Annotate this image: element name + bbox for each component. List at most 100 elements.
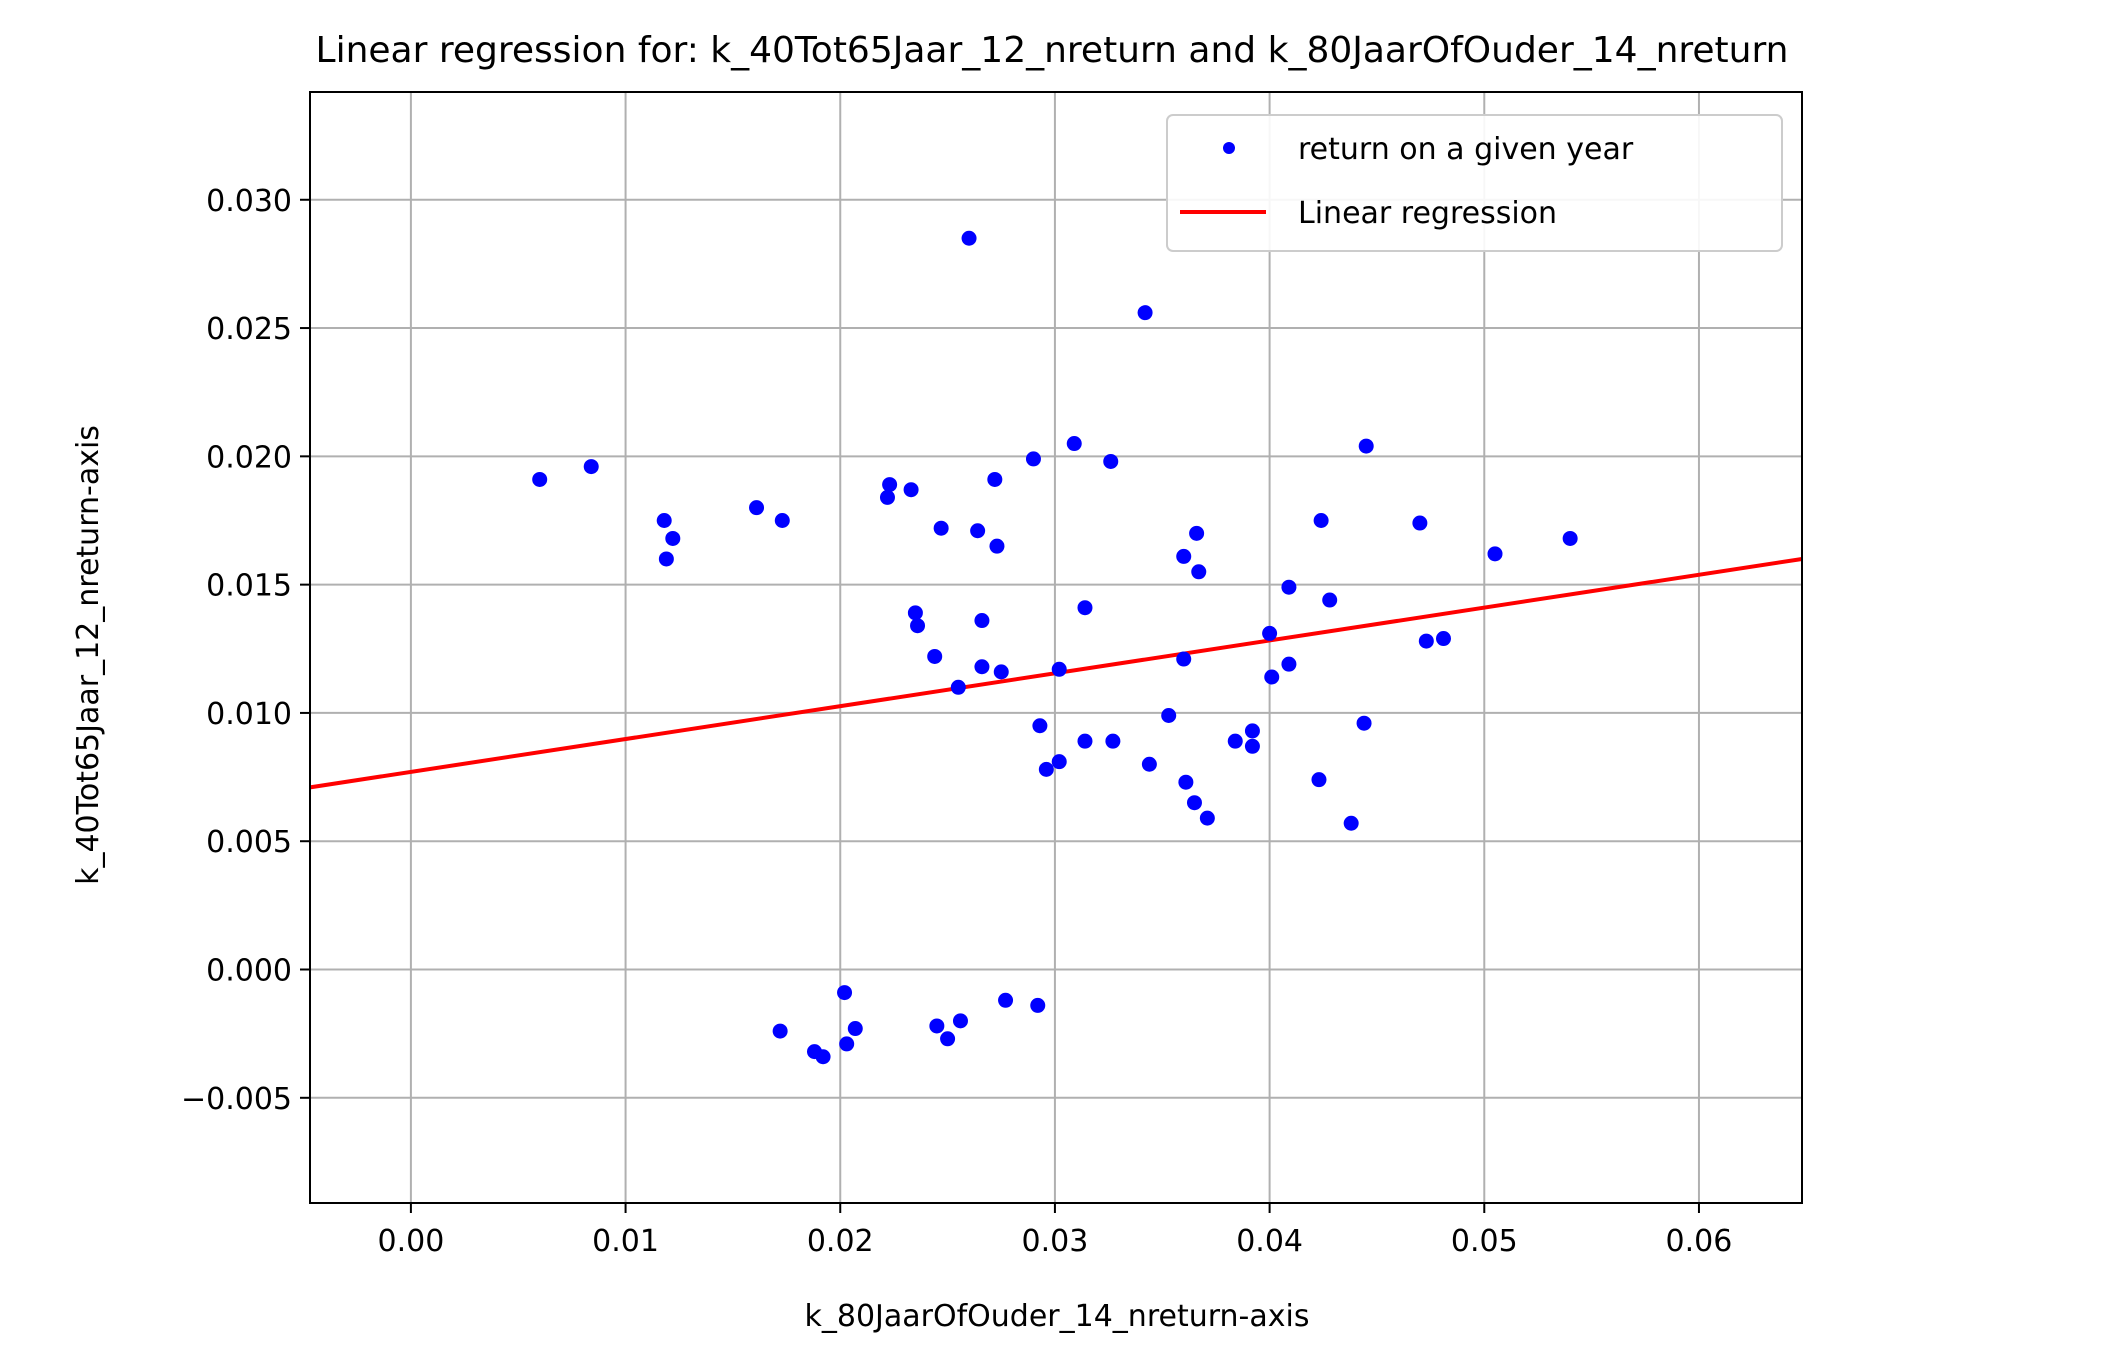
x-axis-label: k_80JaarOfOuder_14_nreturn-axis [805, 1299, 1310, 1334]
scatter-point [961, 230, 977, 246]
scatter-point [1562, 530, 1578, 546]
scatter-point [970, 523, 986, 539]
scatter-point [910, 618, 926, 634]
plot-frame [309, 91, 1803, 1204]
scatter-point [1051, 754, 1067, 770]
x-tick-label: 0.02 [807, 1224, 874, 1259]
legend-label-line: Linear regression [1298, 196, 1557, 231]
scatter-point [1141, 756, 1157, 772]
scatter-point [774, 512, 790, 528]
scatter-point [1343, 815, 1359, 831]
scatter-point [1262, 625, 1278, 641]
scatter-point [882, 477, 898, 493]
scatter-point [749, 500, 765, 516]
y-tick-label: 0.030 [206, 184, 292, 219]
scatter-point [1176, 651, 1192, 667]
scatter-point [1281, 579, 1297, 595]
x-tick-label: 0.04 [1236, 1224, 1303, 1259]
scatter-point [1137, 305, 1153, 321]
scatter-point [974, 613, 990, 629]
y-tick-label: 0.005 [206, 825, 292, 860]
scatter-point [1199, 810, 1215, 826]
scatter-point [940, 1031, 956, 1047]
scatter-point [1189, 525, 1205, 541]
scatter-point [1161, 707, 1177, 723]
scatter-point [532, 471, 548, 487]
chart-title: Linear regression for: k_40Tot65Jaar_12_… [316, 30, 1789, 71]
scatter-point [1244, 723, 1260, 739]
scatter-point [998, 992, 1014, 1008]
scatter-point [987, 471, 1003, 487]
legend-box [1166, 114, 1783, 252]
scatter-point [1032, 718, 1048, 734]
scatter-point [1412, 515, 1428, 531]
scatter-point [837, 985, 853, 1001]
scatter-point [993, 664, 1009, 680]
scatter-point [1066, 436, 1082, 452]
y-axis-ticks: −0.005 0.000 0.005 0.010 0.015 0.020 0.025 0.03… [181, 184, 310, 1117]
x-tick-label: 0.01 [592, 1224, 659, 1259]
scatter-point [1356, 715, 1372, 731]
scatter-point [1077, 600, 1093, 616]
scatter-point [1313, 512, 1329, 528]
y-tick-label: 0.000 [206, 954, 292, 989]
scatter-point [665, 530, 681, 546]
scatter-point [839, 1036, 855, 1052]
scatter-point [907, 605, 923, 621]
scatter-point [1186, 795, 1202, 811]
scatter-point [1077, 733, 1093, 749]
scatter-point [989, 538, 1005, 554]
scatter-point [658, 551, 674, 567]
legend: return on a given year Linear regression [1166, 114, 1783, 252]
grid-lines [310, 92, 1802, 1203]
scatter-point [927, 648, 943, 664]
scatter-point [1105, 733, 1121, 749]
scatter-point [933, 520, 949, 536]
scatter-point [1322, 592, 1338, 608]
scatter-point [1176, 548, 1192, 564]
y-tick-label: 0.015 [206, 569, 292, 604]
y-axis-label: k_40Tot65Jaar_12_nreturn-axis [71, 425, 106, 885]
scatter-point [1418, 633, 1434, 649]
y-tick-label: −0.005 [181, 1082, 292, 1117]
scatter-point [772, 1023, 788, 1039]
scatter-point [1358, 438, 1374, 454]
x-axis-ticks: 0.00 0.01 0.02 0.03 0.04 0.05 0.06 [377, 1203, 1732, 1259]
scatter-point [1227, 733, 1243, 749]
scatter-point [583, 459, 599, 475]
scatter-point [1311, 772, 1327, 788]
legend-label-scatter: return on a given year [1298, 132, 1634, 167]
x-tick-label: 0.06 [1666, 1224, 1733, 1259]
y-tick-label: 0.010 [206, 697, 292, 732]
scatter-point [974, 659, 990, 675]
scatter-point [656, 512, 672, 528]
scatter-point [1281, 656, 1297, 672]
scatter-point [903, 482, 919, 498]
scatter-point [847, 1021, 863, 1037]
scatter-point [952, 1013, 968, 1029]
scatter-points [532, 230, 1578, 1065]
legend-marker-scatter [1223, 142, 1235, 154]
scatter-point [1038, 761, 1054, 777]
scatter-point [1191, 564, 1207, 580]
scatter-point [1244, 738, 1260, 754]
scatter-point [879, 489, 895, 505]
scatter-point [1178, 774, 1194, 790]
scatter-point [929, 1018, 945, 1034]
scatter-point [950, 679, 966, 695]
x-tick-label: 0.03 [1022, 1224, 1089, 1259]
scatter-point [1025, 451, 1041, 467]
scatter-point [1264, 669, 1280, 685]
scatter-point [815, 1049, 831, 1065]
scatter-point [1030, 997, 1046, 1013]
scatter-point [1051, 661, 1067, 677]
scatter-point [1103, 453, 1119, 469]
x-tick-label: 0.00 [377, 1224, 444, 1259]
y-tick-label: 0.020 [206, 440, 292, 475]
y-tick-label: 0.025 [206, 312, 292, 347]
scatter-point [1487, 546, 1503, 562]
scatter-point [1435, 631, 1451, 647]
x-tick-label: 0.05 [1451, 1224, 1518, 1259]
